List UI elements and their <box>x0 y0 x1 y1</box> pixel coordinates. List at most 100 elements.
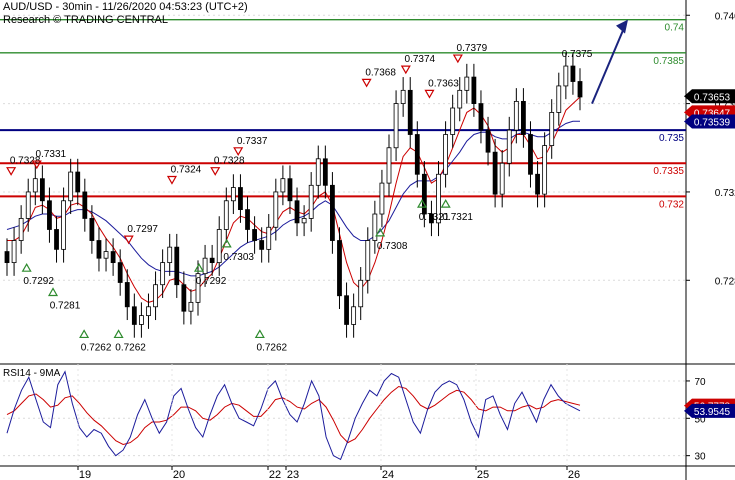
swing-low-label: 0.7292 <box>196 276 227 287</box>
candle-body <box>294 200 300 224</box>
swing-high-label: 0.7379 <box>457 43 488 54</box>
swing-high-label: 0.7337 <box>237 136 268 147</box>
forecast-arrow-head <box>616 19 628 34</box>
candle-body <box>301 218 307 224</box>
candle-body <box>464 76 470 91</box>
candle-body <box>18 218 24 241</box>
candle-body <box>25 191 31 219</box>
rsi-line <box>6 370 581 461</box>
candle-body <box>365 240 371 281</box>
price-axis: 0.7402 0.7362 0.7322 0.7282 0.73653 0.736470.… <box>684 11 735 287</box>
rsi-tick-label: 50 <box>694 414 706 425</box>
candle-body <box>195 273 201 303</box>
research-source: Research © TRADING CENTRAL <box>3 14 168 26</box>
candle-body <box>421 173 427 215</box>
candle-body <box>429 213 434 224</box>
candle-body <box>103 251 109 259</box>
swing-high-label: 0.7331 <box>35 149 66 160</box>
candle-body <box>521 100 526 135</box>
swing-high-label: 0.7363 <box>428 78 459 89</box>
candle-body <box>47 200 52 230</box>
swing-low-marker <box>79 329 90 339</box>
candle-body <box>386 147 392 184</box>
date-tick-label: 20 <box>173 469 185 480</box>
swing-high-label: 0.7324 <box>171 165 202 176</box>
candle-body <box>181 284 187 312</box>
candle-body <box>315 158 321 186</box>
swing-high-marker <box>166 175 177 185</box>
candle-body <box>471 76 477 104</box>
candle-body <box>174 246 180 286</box>
rsi-ma-line <box>6 385 581 446</box>
swing-high-label: 0.7368 <box>365 67 396 78</box>
price-tag-label: 0.73539 <box>694 117 731 128</box>
ma-slow-line <box>6 120 580 277</box>
candle-body <box>556 85 562 113</box>
swing-low-label: 0.7321 <box>419 212 450 223</box>
candle-body <box>146 306 151 317</box>
candle-body <box>457 89 463 109</box>
swing-high-marker <box>31 160 42 170</box>
candle-body <box>61 200 66 250</box>
price-tag-label: 0.73647 <box>694 108 731 119</box>
swing-low-label: 0.7308 <box>377 241 408 252</box>
candle-body <box>330 184 335 241</box>
date-tick-label: 19 <box>79 469 91 480</box>
price-tick-label: 0.7322 <box>715 188 735 199</box>
candle-body <box>535 173 540 195</box>
candle-body <box>124 282 130 308</box>
candle-body <box>188 301 194 312</box>
swing-high-label: 0.7328 <box>10 156 41 167</box>
rsi-title: RSI14 - 9MA <box>3 368 61 379</box>
candle-body <box>259 240 265 250</box>
candle-body <box>542 145 548 195</box>
forecast-arrow-shaft <box>591 25 626 104</box>
candle-body <box>351 306 357 325</box>
candle-body <box>202 257 208 275</box>
swing-low-marker <box>21 262 32 272</box>
candle-body <box>4 251 10 264</box>
candle-body <box>450 107 456 135</box>
swing-high-marker <box>6 167 17 176</box>
date-tick-label: 23 <box>287 469 299 480</box>
candle-body <box>216 229 222 264</box>
candle-body <box>344 295 349 325</box>
candle-body <box>372 213 378 241</box>
swing-low-marker <box>47 287 59 297</box>
key-level-label: 0.74 <box>665 23 685 34</box>
candle-body <box>337 240 342 297</box>
candle-body <box>492 151 498 195</box>
price-tick-label: 0.7362 <box>715 100 735 111</box>
ma-fast-line <box>7 96 581 303</box>
candle-body <box>68 171 74 202</box>
candle-body <box>280 178 286 193</box>
swing-high-marker <box>123 235 134 245</box>
candle-body <box>528 134 533 175</box>
swing-low-label: 0.7303 <box>223 252 254 263</box>
candle-body <box>273 191 279 228</box>
candle-body <box>443 134 448 175</box>
price-tag <box>684 114 735 129</box>
candle-body <box>252 229 257 241</box>
moving-averages <box>6 96 581 303</box>
swing-high-label: 0.7328 <box>214 156 245 167</box>
swing-high-marker <box>424 89 435 99</box>
swing-low-marker <box>375 227 386 237</box>
chart-title: AUD/USD - 30min - 11/26/2020 04:53:23 (U… <box>3 1 248 13</box>
swing-high-label: 0.7374 <box>405 54 436 65</box>
candle-body <box>32 178 38 193</box>
rsi-tag <box>684 403 735 418</box>
candle-body <box>153 284 158 308</box>
date-tick-label: 26 <box>568 469 580 480</box>
swing-high-marker <box>452 54 463 64</box>
candle-body <box>577 81 583 98</box>
candle-body <box>407 89 413 135</box>
candle-body <box>238 187 243 211</box>
candle-body <box>54 229 59 250</box>
swing-high-marker <box>210 167 221 176</box>
swing-high-marker <box>400 65 411 75</box>
candle-body <box>393 103 399 149</box>
candle-body <box>485 129 491 153</box>
candle-body <box>223 200 229 230</box>
